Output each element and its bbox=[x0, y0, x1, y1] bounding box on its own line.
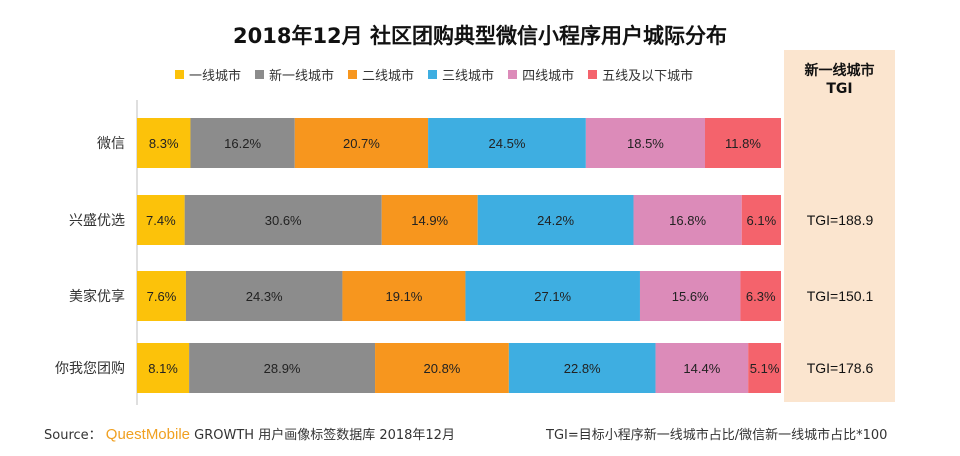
legend-swatch bbox=[508, 69, 518, 79]
brand-logo-text: QuestMobile bbox=[105, 426, 191, 443]
category-label: 微信 bbox=[97, 136, 125, 152]
source-label: Source： bbox=[44, 428, 102, 443]
legend-item: 四线城市 bbox=[508, 65, 574, 84]
footer-source: Source： QuestMobile GROWTH 用户画像标签数据库 201… bbox=[44, 424, 455, 443]
bar-value-label: 24.2% bbox=[537, 213, 574, 228]
bar-value-label: 8.1% bbox=[148, 361, 178, 376]
bar-segment bbox=[428, 118, 586, 168]
legend-label: 三线城市 bbox=[442, 68, 495, 84]
bar-value-label: 20.8% bbox=[424, 361, 461, 376]
legend-label: 二线城市 bbox=[362, 68, 415, 84]
bar-value-label: 19.1% bbox=[386, 289, 423, 304]
bar-segment bbox=[375, 343, 509, 393]
tgi-header: 新一线城市 TGI bbox=[784, 62, 895, 98]
tgi-header-line1: 新一线城市 bbox=[804, 63, 875, 79]
bar-segment bbox=[508, 343, 656, 393]
bar-value-label: 6.1% bbox=[747, 213, 777, 228]
bar-segment bbox=[137, 343, 190, 393]
bar-segment bbox=[655, 343, 749, 393]
bar-value-label: 24.5% bbox=[489, 136, 526, 151]
bar-value-label: 16.8% bbox=[669, 213, 706, 228]
bar-segment bbox=[294, 118, 429, 168]
category-label: 兴盛优选 bbox=[69, 213, 125, 229]
legend-label: 五线及以下城市 bbox=[602, 68, 694, 84]
bar-segment bbox=[137, 118, 191, 168]
category-label: 美家优享 bbox=[69, 288, 125, 305]
bar-segment bbox=[741, 195, 781, 245]
bar-segment bbox=[185, 271, 343, 321]
legend-item: 新一线城市 bbox=[255, 65, 334, 84]
bar-segment bbox=[381, 195, 478, 245]
bar-segment bbox=[705, 118, 781, 168]
category-label: 你我您团购 bbox=[55, 360, 125, 377]
bar-segment bbox=[748, 343, 781, 393]
tgi-value: TGI=150.1 bbox=[807, 288, 874, 304]
source-rest: GROWTH 用户画像标签数据库 2018年12月 bbox=[194, 428, 455, 443]
legend-label: 一线城市 bbox=[189, 68, 242, 84]
legend: 一线城市 新一线城市 二线城市 三线城市 四线城市 五线及以下城市 bbox=[175, 64, 707, 84]
bar-value-label: 27.1% bbox=[534, 289, 571, 304]
bar-value-label: 7.4% bbox=[146, 213, 176, 228]
bar-segment bbox=[342, 271, 466, 321]
legend-item: 一线城市 bbox=[175, 65, 241, 84]
bar-segment bbox=[190, 118, 295, 168]
legend-swatch bbox=[348, 69, 358, 79]
bar-value-label: 18.5% bbox=[627, 136, 664, 151]
footer-note: TGI=目标小程序新一线城市占比/微信新一线城市占比*100 bbox=[546, 428, 888, 443]
bar-value-label: 7.6% bbox=[147, 289, 177, 304]
bar-segment bbox=[585, 118, 706, 168]
bar-value-label: 5.1% bbox=[750, 361, 780, 376]
legend-label: 新一线城市 bbox=[269, 68, 335, 84]
bar-value-label: 14.9% bbox=[411, 213, 448, 228]
bar-segment bbox=[184, 195, 382, 245]
legend-item: 二线城市 bbox=[348, 65, 414, 84]
bar-segment bbox=[189, 343, 376, 393]
bar-value-label: 8.3% bbox=[149, 136, 179, 151]
legend-item: 五线及以下城市 bbox=[588, 65, 693, 84]
legend-item: 三线城市 bbox=[428, 65, 494, 84]
tgi-value: TGI=178.6 bbox=[807, 360, 874, 376]
bar-segment bbox=[477, 195, 634, 245]
legend-swatch bbox=[175, 69, 184, 79]
bar-value-label: 20.7% bbox=[343, 136, 380, 151]
legend-swatch bbox=[588, 69, 598, 79]
bar-segment bbox=[639, 271, 741, 321]
legend-swatch bbox=[428, 69, 438, 79]
bar-value-label: 16.2% bbox=[224, 136, 261, 151]
bar-value-label: 28.9% bbox=[264, 361, 301, 376]
bar-value-label: 24.3% bbox=[246, 289, 283, 304]
bar-segment bbox=[137, 271, 186, 321]
bar-segment bbox=[465, 271, 640, 321]
bar-value-label: 15.6% bbox=[672, 289, 709, 304]
bar-segment bbox=[740, 271, 781, 321]
bar-value-label: 22.8% bbox=[564, 361, 601, 376]
bar-segment bbox=[633, 195, 742, 245]
legend-label: 四线城市 bbox=[522, 68, 575, 84]
chart-title: 2018年12月 社区团购典型微信小程序用户城际分布 bbox=[233, 24, 727, 48]
tgi-panel bbox=[784, 50, 895, 402]
tgi-header-line2: TGI bbox=[826, 81, 853, 97]
legend-swatch bbox=[255, 69, 265, 79]
bar-value-label: 6.3% bbox=[746, 289, 776, 304]
bar-value-label: 30.6% bbox=[265, 213, 302, 228]
bar-value-label: 14.4% bbox=[683, 361, 720, 376]
tgi-value: TGI=188.9 bbox=[807, 212, 874, 228]
bar-value-label: 11.8% bbox=[725, 136, 761, 151]
bar-segment bbox=[137, 195, 185, 245]
